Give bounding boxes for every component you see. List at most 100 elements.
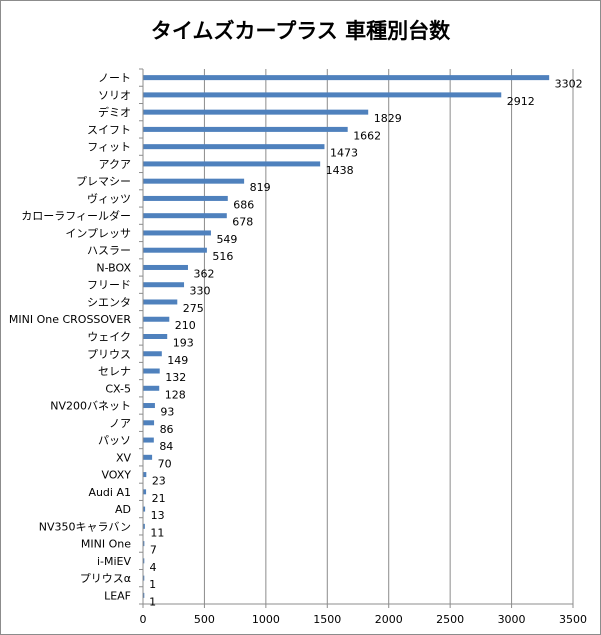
bar <box>143 161 321 167</box>
value-label: 330 <box>190 285 211 298</box>
bar <box>143 403 155 409</box>
bar <box>143 334 168 339</box>
category-label: NV350キャラバン <box>39 520 131 533</box>
category-label: CX-5 <box>105 382 131 395</box>
bar <box>143 385 160 391</box>
value-label: 2912 <box>507 95 535 108</box>
value-label: 549 <box>216 233 237 246</box>
value-label: 516 <box>212 250 233 263</box>
bar <box>143 92 502 98</box>
category-label: ウェイク <box>87 331 131 344</box>
category-label: MINI One <box>81 538 131 551</box>
value-label: 210 <box>175 319 196 332</box>
category-label: セレナ <box>98 365 131 378</box>
value-label: 4 <box>149 561 156 574</box>
bar <box>143 523 145 529</box>
x-tick-label: 2500 <box>436 613 464 626</box>
x-tick-label: 0 <box>140 613 147 626</box>
x-tick-label: 500 <box>194 613 215 626</box>
bar <box>143 351 162 357</box>
value-label: 686 <box>233 198 254 211</box>
category-label: i-MiEV <box>97 555 132 568</box>
category-label: ソリオ <box>98 89 131 102</box>
category-label: スイフト <box>87 123 131 136</box>
bar <box>143 506 146 512</box>
x-tick-label: 3500 <box>559 613 587 626</box>
bar <box>143 368 160 374</box>
value-label: 362 <box>193 267 214 280</box>
value-label: 678 <box>232 216 253 229</box>
bar <box>143 592 145 598</box>
bar <box>143 316 170 322</box>
value-label: 132 <box>165 371 186 384</box>
value-label: 86 <box>160 423 174 436</box>
bar <box>143 213 227 219</box>
category-label: デミオ <box>98 105 131 119</box>
bar <box>143 437 154 443</box>
category-label: プレマシー <box>76 175 131 188</box>
bar <box>143 299 178 305</box>
chart-title: タイムズカープラス 車種別台数 <box>150 19 451 43</box>
value-label: 84 <box>159 440 173 453</box>
bar <box>143 575 145 581</box>
category-label: フィット <box>87 141 131 154</box>
category-label: ノア <box>109 417 131 430</box>
x-tick-label: 2000 <box>375 613 403 626</box>
category-label: カローラフィールダー <box>21 209 131 223</box>
category-label: インプレッサ <box>65 227 131 240</box>
bar <box>143 264 188 270</box>
category-label: NV200バネット <box>50 400 131 413</box>
bar <box>143 126 348 132</box>
value-label: 275 <box>183 302 204 315</box>
value-label: 128 <box>165 388 186 401</box>
bar <box>143 230 211 236</box>
value-label: 70 <box>158 457 172 470</box>
value-label: 193 <box>173 337 194 350</box>
value-label: 11 <box>150 526 164 539</box>
bar <box>143 541 145 547</box>
value-label: 13 <box>151 509 165 522</box>
bar <box>143 472 147 478</box>
bar <box>143 489 147 495</box>
bar <box>143 282 185 288</box>
category-label: MINI One CROSSOVER <box>9 313 131 326</box>
category-label: シエンタ <box>87 296 131 309</box>
value-label: 1 <box>149 595 156 608</box>
category-label: VOXY <box>101 469 131 482</box>
x-tick-label: 3000 <box>498 613 526 626</box>
category-label: プリウス <box>87 348 131 361</box>
value-label: 21 <box>152 492 166 505</box>
category-label: XV <box>116 451 132 464</box>
bar <box>143 454 153 460</box>
value-label: 23 <box>152 475 166 488</box>
category-label: ヴィッツ <box>87 191 131 205</box>
bar <box>143 195 228 201</box>
category-label: Audi A1 <box>88 486 131 499</box>
bar <box>143 247 207 253</box>
bar <box>143 75 550 81</box>
bar <box>143 420 155 426</box>
category-label: プリウスα <box>80 572 131 585</box>
value-label: 3302 <box>555 78 583 91</box>
value-label: 1662 <box>353 129 381 142</box>
x-tick-label: 1000 <box>252 613 280 626</box>
category-label: ハスラー <box>87 244 131 257</box>
value-label: 1 <box>149 578 156 591</box>
value-label: 819 <box>250 181 271 194</box>
category-label: LEAF <box>104 589 131 602</box>
bar <box>143 178 245 184</box>
x-tick-label: 1500 <box>313 613 341 626</box>
category-label: N-BOX <box>96 261 131 274</box>
value-label: 149 <box>167 354 188 367</box>
category-label: フリード <box>87 279 131 292</box>
category-label: ノート <box>98 72 131 85</box>
bar <box>143 558 145 564</box>
category-label: パッソ <box>98 434 131 447</box>
category-label: AD <box>115 503 131 516</box>
value-label: 7 <box>150 544 157 557</box>
value-label: 1829 <box>374 112 402 125</box>
value-label: 93 <box>160 406 174 419</box>
bar <box>143 109 369 115</box>
